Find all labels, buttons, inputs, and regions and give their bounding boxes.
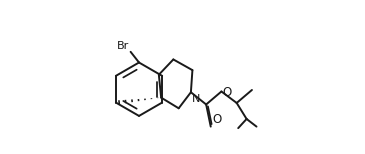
Text: O: O [212,113,222,126]
Text: Br: Br [117,41,129,51]
Text: N: N [192,94,200,104]
Text: O: O [222,86,231,99]
